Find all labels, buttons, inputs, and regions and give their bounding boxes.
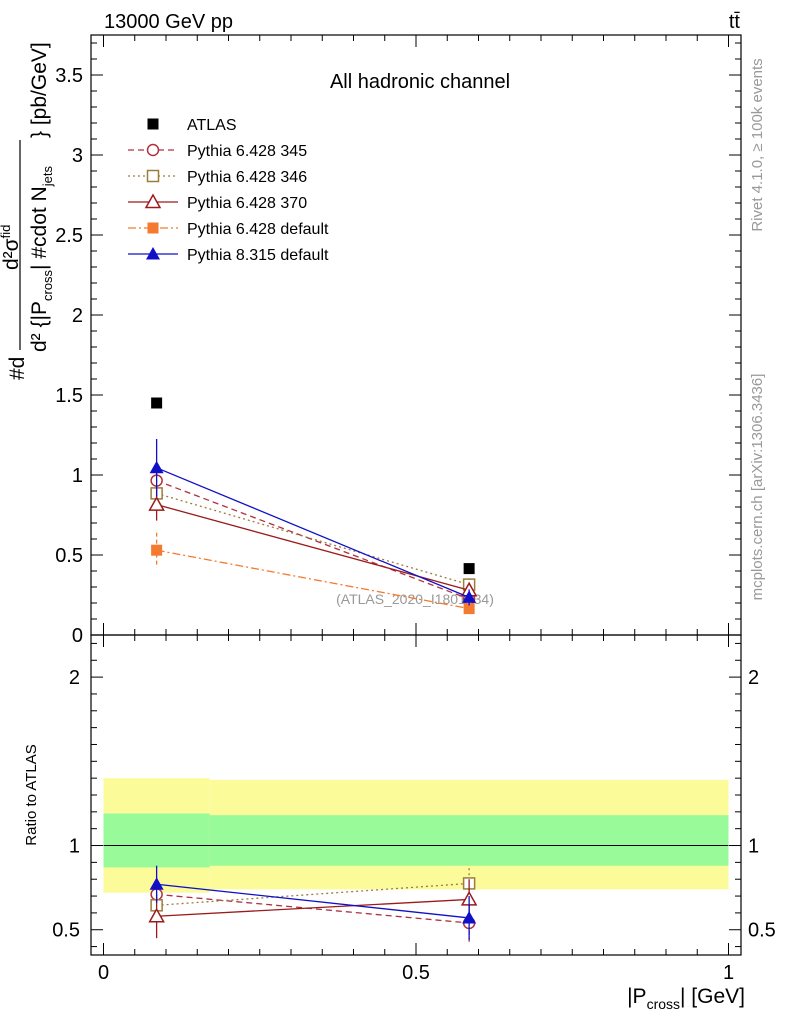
ratio-band-green (103, 813, 210, 868)
legend-label-pythia-6-428-default: Pythia 6.428 default (187, 221, 329, 238)
main-point-atlas (151, 397, 163, 409)
legend-marker-pythia-6-428-default (147, 222, 159, 234)
x-tick-label: 0.5 (402, 962, 430, 984)
legend-label-pythia-6-428-370: Pythia 6.428 370 (187, 195, 307, 212)
ratio-y-tick-label-right: 0.5 (748, 920, 776, 942)
ratio-plot: 0.5 0.51 12 2 0 0.5 1 Ratio to ATLAS |Pcross|… (23, 667, 776, 1012)
ratio-line-pythia-8-315-default (156, 883, 470, 919)
main-y-axis-label: #d d²σfid d² {|Pcross| #cdot Njets } [pb… (0, 42, 55, 380)
main-y-tick-label: 1 (72, 465, 83, 487)
main-point-pythia-6-428-default (463, 603, 475, 615)
legend-label-pythia-8-315-default: Pythia 8.315 default (187, 247, 329, 264)
y-label-part-unit: } [pb/GeV] (28, 42, 51, 138)
legend-marker-atlas (147, 118, 159, 130)
main-y-tick-label: 3.5 (55, 65, 83, 87)
ratio-y-tick-labels: 0.5 0.5 1 1 2 2 (52, 667, 776, 942)
ratio-line-pythia-6-428-370 (156, 898, 470, 917)
ratio-point-pythia-8-315-default (149, 877, 164, 890)
process-label: tt̄ (729, 11, 741, 33)
rivet-version-label: Rivet 4.1.0, ≥ 100k events (749, 58, 766, 231)
x-tick-labels: 0 0.5 1 (98, 962, 734, 984)
main-line-pythia-6-428-default (156, 549, 470, 610)
legend-marker-pythia-8-315-default (146, 247, 160, 260)
legend-marker-pythia-6-428-345 (146, 143, 160, 157)
main-plot-title: All hadronic channel (330, 71, 510, 93)
ratio-point-pythia-8-315-default (462, 910, 477, 924)
ratio-band-green (209, 815, 729, 866)
ratio-y-axis-label: Ratio to ATLAS (23, 744, 40, 845)
ratio-y-tick-label-right: 2 (748, 667, 759, 689)
axis-frames (90, 34, 742, 956)
main-line-pythia-6-428-345 (156, 479, 470, 600)
legend-label-pythia-6-428-346: Pythia 6.428 346 (187, 169, 307, 186)
ratio-line-pythia-6-428-345 (156, 893, 470, 924)
x-tick-label: 1 (723, 962, 734, 984)
main-y-tick-label: 3 (72, 145, 83, 167)
main-y-tick-label: 0.5 (55, 545, 83, 567)
main-line-pythia-8-315-default (156, 467, 470, 599)
legend-marker-pythia-6-428-370 (144, 193, 162, 209)
ratio-y-tick-label-right: 1 (748, 836, 759, 858)
main-point-pythia-8-315-default (149, 460, 164, 474)
main-point-pythia-8-315-default (462, 590, 477, 603)
ratio-y-tick-label-left: 1 (69, 836, 80, 858)
mcplots-label: mcplots.cern.ch [arXiv:1306.3436] (749, 374, 766, 601)
main-y-tick-labels: 0 0.5 1 1.5 2 2.5 3 3.5 (55, 65, 83, 647)
y-label-part-denominator: d² {|Pcross| #cdot Njets (28, 166, 55, 352)
main-point-pythia-6-428-default (151, 544, 163, 556)
main-line-pythia-6-428-346 (156, 492, 470, 586)
legend: ATLAS Pythia 6.428 345 Pythia 6.428 346 Pyt… (128, 117, 329, 264)
ratio-point-pythia-6-428-370 (148, 907, 165, 923)
ratio-y-tick-label-left: 0.5 (52, 920, 80, 942)
main-point-pythia-6-428-370 (148, 496, 165, 511)
main-y-tick-label: 2.5 (55, 225, 83, 247)
main-y-tick-label: 0 (72, 625, 83, 647)
main-point-atlas (463, 563, 475, 575)
legend-label-pythia-6-428-345: Pythia 6.428 345 (187, 143, 307, 160)
main-series-layer (148, 397, 478, 615)
ratio-series-layer (148, 865, 478, 944)
main-y-tick-label: 1.5 (55, 385, 83, 407)
x-tick-label: 0 (98, 962, 109, 984)
energy-label: 13000 GeV pp (104, 11, 233, 33)
x-axis-label: |Pcross| [GeV] (627, 985, 745, 1012)
ratio-line-pythia-6-428-346 (156, 882, 470, 906)
legend-label-atlas: ATLAS (187, 117, 237, 134)
main-plot: All hadronic channel (ATLAS_2020_I180143… (0, 42, 510, 647)
main-y-tick-label: 2 (72, 305, 83, 327)
ratio-y-tick-label-left: 2 (69, 667, 80, 689)
legend-marker-pythia-6-428-346 (146, 169, 160, 183)
ratio-bands (103, 778, 729, 893)
y-label-part-lead: #d (6, 357, 29, 380)
